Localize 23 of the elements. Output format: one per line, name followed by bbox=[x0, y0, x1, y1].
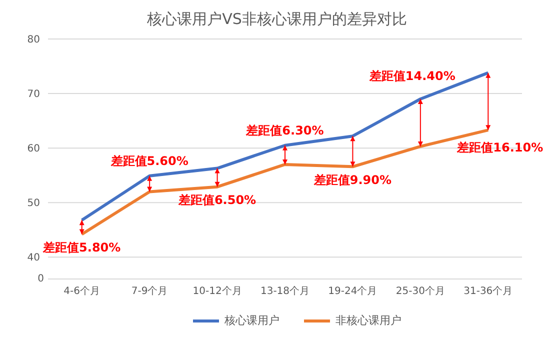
chart-title: 核心课用户VS非核心课用户的差异对比 bbox=[146, 9, 408, 30]
y-tick-label: 40 bbox=[27, 252, 40, 264]
x-tick-label: 10-12个月 bbox=[192, 285, 242, 298]
x-tick-label: 31-36个月 bbox=[464, 285, 513, 298]
y-tick-label: 50 bbox=[27, 198, 40, 210]
y-tick-label: 70 bbox=[27, 89, 40, 100]
y-tick-label: 80 bbox=[27, 34, 40, 46]
x-tick-label: 4-6个月 bbox=[64, 285, 100, 298]
y-tick-label: 60 bbox=[27, 144, 40, 155]
x-tick-label: 25-30个月 bbox=[396, 285, 445, 298]
x-tick-label: 13-18个月 bbox=[260, 285, 310, 298]
annotation: 差距值5.60% bbox=[110, 154, 188, 168]
x-tick-label: 19-24个月 bbox=[328, 285, 378, 298]
text: 0 bbox=[38, 274, 44, 285]
annotation: 差距值6.30% bbox=[245, 124, 324, 138]
annotation: 差距值14.40% bbox=[368, 68, 456, 83]
x-tick-label: 7-9个月 bbox=[131, 285, 168, 298]
legend-label: 核心课用户 bbox=[224, 313, 280, 328]
legend-label: 非核心课用户 bbox=[334, 313, 402, 328]
annotation: 差距值5.80% bbox=[42, 240, 121, 255]
annotation: 差距值6.50% bbox=[177, 193, 256, 208]
annotation: 差距值9.90% bbox=[312, 172, 392, 187]
annotation: 差距值16.10% bbox=[456, 140, 544, 155]
